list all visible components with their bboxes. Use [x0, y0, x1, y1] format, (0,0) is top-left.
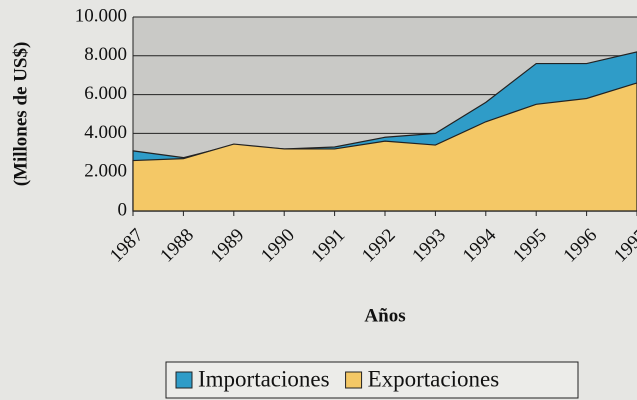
y-tick-label: 2.000 [84, 161, 127, 182]
y-tick-label: 10.000 [75, 5, 127, 26]
legend-box [165, 361, 579, 399]
y-axis-title: (Millones de US$) [10, 42, 31, 187]
y-tick-label: 4.000 [84, 122, 127, 143]
legend-swatch [175, 371, 193, 389]
area [132, 82, 637, 212]
y-tick-label: 6.000 [84, 83, 127, 104]
legend-label: Exportaciones [368, 366, 500, 391]
legend-swatch [345, 371, 363, 389]
x-axis-title: Años [364, 305, 405, 326]
y-tick-label: 8.000 [84, 44, 127, 65]
legend-label: Importaciones [198, 366, 330, 391]
y-tick-label: 0 [118, 199, 128, 220]
